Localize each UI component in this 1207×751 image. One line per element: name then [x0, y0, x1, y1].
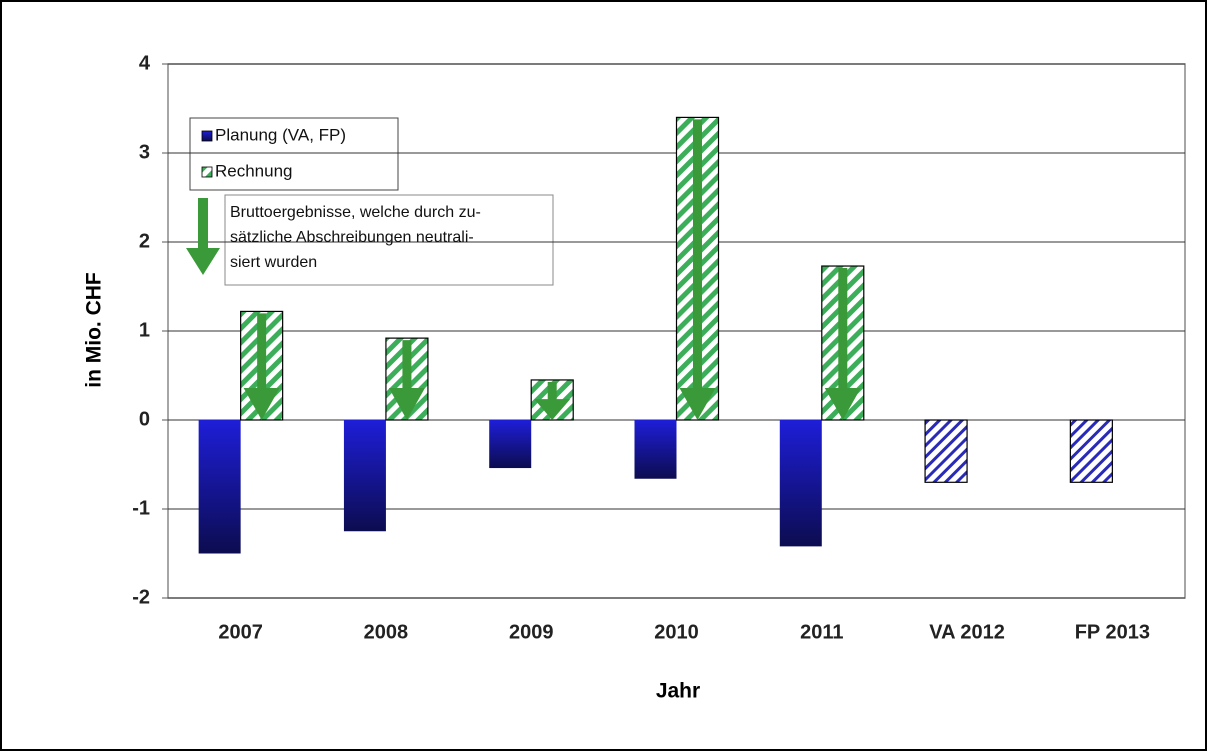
y-tick-label: 1: [139, 319, 150, 341]
bar: [634, 420, 677, 479]
y-tick-label: 3: [139, 141, 150, 163]
arrow: [243, 313, 280, 420]
arrow: [534, 381, 571, 420]
arrow: [388, 340, 425, 420]
annotation-box: [224, 194, 554, 286]
annotation-text: Bruttoergebnisse, welche durch zu-: [230, 204, 481, 221]
bar: [779, 420, 822, 547]
bar: [198, 420, 241, 554]
y-axis-title: in Mio. CHF: [83, 272, 106, 388]
x-tick-label: 2011: [800, 621, 843, 643]
legend-swatch: [201, 130, 213, 142]
annotation-text: siert wurden: [230, 254, 317, 271]
x-axis-title: Jahr: [656, 680, 700, 703]
bar: [924, 419, 968, 483]
x-tick-label: 2008: [364, 621, 409, 643]
legend-label: Planung (VA, FP): [215, 125, 346, 144]
y-tick-label: 4: [139, 52, 151, 74]
y-tick-label: -2: [132, 586, 150, 608]
legend: Planung (VA, FP) Rechnung: [189, 117, 399, 191]
bar: [1069, 419, 1113, 483]
x-tick-label: 2010: [654, 621, 699, 643]
y-tick-label: -1: [132, 497, 150, 519]
annotation-text: sätzliche Abschreibungen neutrali-: [230, 229, 474, 246]
legend-box: [189, 117, 399, 191]
legend-label: Rechnung: [215, 161, 293, 180]
x-tick-label: VA 2012: [929, 621, 1005, 643]
arrow: [679, 119, 716, 421]
x-tick-label: FP 2013: [1075, 621, 1150, 643]
x-tick-label: 2007: [218, 621, 263, 643]
arrow: [824, 268, 861, 420]
bar: [489, 420, 532, 469]
y-tick-label: 0: [139, 408, 150, 430]
annotation: Bruttoergebnisse, welche durch zu-sätzli…: [186, 198, 481, 275]
bar: [343, 420, 386, 532]
y-tick-label: 2: [139, 230, 150, 252]
legend-swatch: [201, 166, 213, 178]
legend-arrow: [186, 198, 220, 275]
x-tick-label: 2009: [509, 621, 554, 643]
